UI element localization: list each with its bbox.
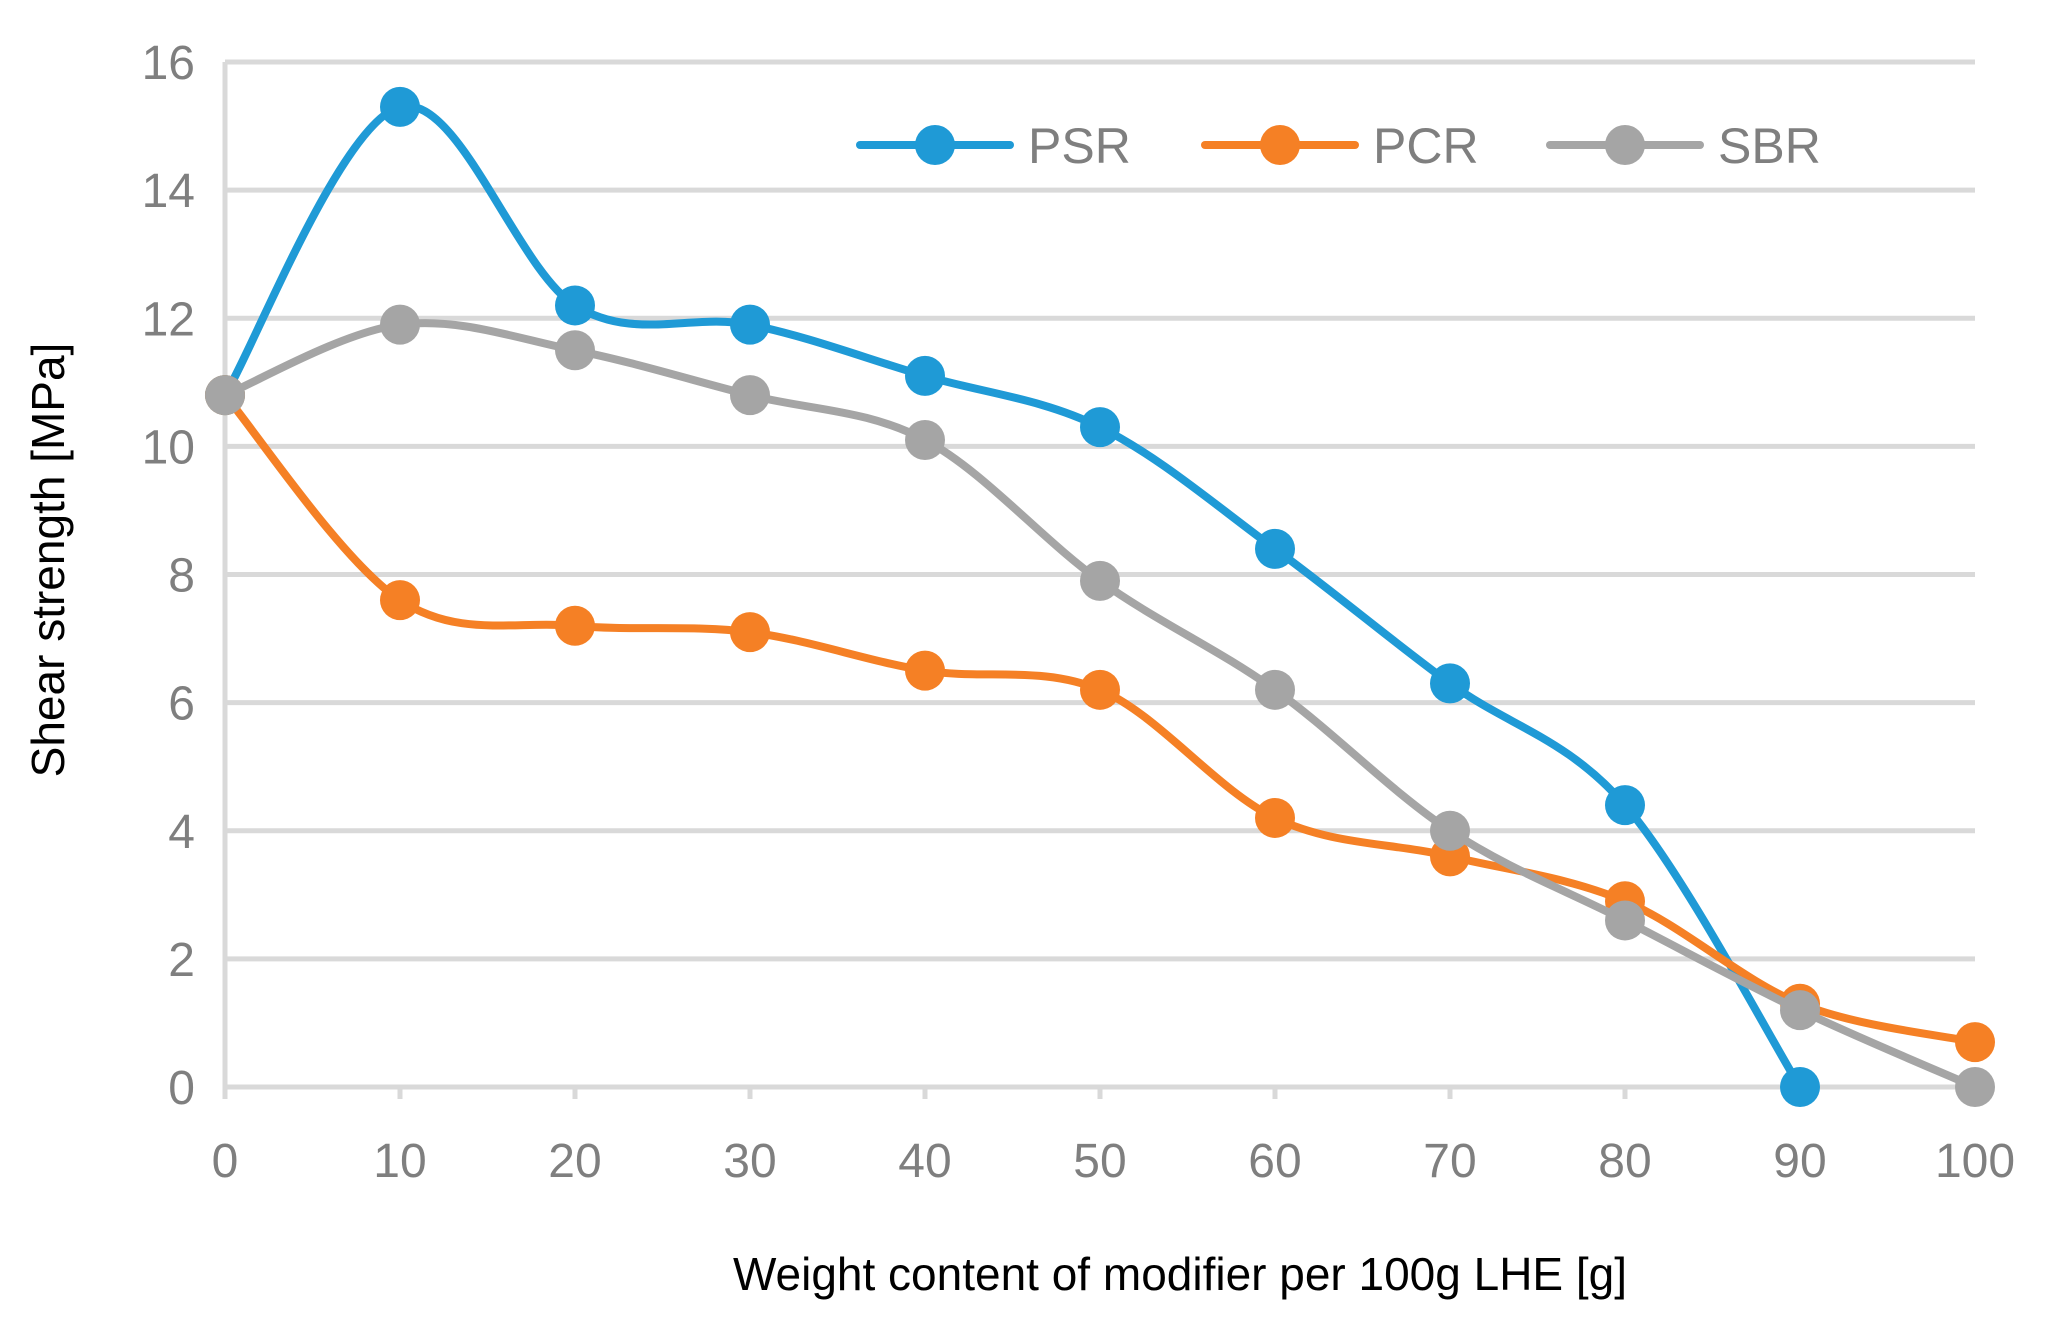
x-tick-label: 10: [373, 1135, 426, 1188]
y-tick-label: 6: [168, 678, 195, 731]
series-sbr: [205, 304, 1995, 1107]
y-tick-label: 10: [142, 421, 195, 474]
data-point-pcr-40: [905, 650, 945, 691]
data-point-pcr-50: [1080, 669, 1120, 710]
data-point-psr-50: [1080, 407, 1120, 448]
x-tick-label: 90: [1773, 1135, 1826, 1188]
x-tick-label: 20: [548, 1135, 601, 1188]
data-point-pcr-100: [1955, 1022, 1995, 1063]
legend-label: PSR: [1028, 118, 1131, 174]
series-line-pcr: [221, 391, 1979, 1047]
data-point-sbr-20: [555, 330, 595, 371]
x-tick-label: 80: [1598, 1135, 1651, 1188]
data-point-sbr-90: [1780, 990, 1820, 1031]
y-axis-title: Shear strength [MPa]: [22, 343, 74, 778]
legend-label: PCR: [1373, 118, 1479, 174]
x-tick-label: 50: [1073, 1135, 1126, 1188]
y-tick-label: 0: [168, 1062, 195, 1115]
series-psr: [205, 86, 1820, 1107]
data-point-sbr-100: [1955, 1067, 1995, 1107]
data-point-sbr-30: [730, 375, 770, 416]
data-series: [205, 86, 1995, 1107]
x-tick-label: 30: [723, 1135, 776, 1188]
data-point-sbr-40: [905, 419, 945, 460]
data-point-pcr-10: [380, 580, 420, 621]
data-point-pcr-60: [1255, 797, 1295, 838]
x-tick-label: 40: [898, 1135, 951, 1188]
data-point-psr-10: [380, 86, 420, 127]
x-axis-ticks: 0 10 20 30 40 50 60 70 80 90 100: [212, 1087, 2015, 1188]
legend: PSR PCR SBR: [856, 118, 1821, 174]
legend-item-psr: PSR: [856, 118, 1131, 174]
y-tick-label: 16: [142, 37, 195, 90]
legend-item-pcr: PCR: [1201, 118, 1479, 174]
data-point-pcr-30: [730, 612, 770, 653]
legend-swatch-marker: [1605, 125, 1645, 165]
legend-swatch-marker: [915, 125, 955, 165]
x-axis-title: Weight content of modifier per 100g LHE …: [733, 1248, 1627, 1300]
data-point-psr-20: [555, 285, 595, 326]
x-tick-label: 0: [212, 1135, 239, 1188]
y-tick-label: 2: [168, 934, 195, 987]
legend-label: SBR: [1718, 118, 1821, 174]
series-line-psr: [221, 102, 1804, 1091]
data-point-sbr-50: [1080, 560, 1120, 601]
x-tick-label: 100: [1935, 1135, 2015, 1188]
data-point-sbr-70: [1430, 810, 1470, 851]
data-point-sbr-80: [1605, 900, 1645, 941]
x-tick-label: 70: [1423, 1135, 1476, 1188]
data-point-psr-80: [1605, 785, 1645, 826]
data-point-psr-40: [905, 355, 945, 396]
data-point-psr-30: [730, 304, 770, 345]
data-point-psr-70: [1430, 663, 1470, 704]
data-point-psr-60: [1255, 528, 1295, 569]
y-tick-label: 4: [168, 806, 195, 859]
data-point-pcr-20: [555, 605, 595, 646]
y-tick-label: 14: [142, 165, 195, 218]
y-tick-label: 12: [142, 293, 195, 346]
y-tick-label: 8: [168, 550, 195, 603]
data-point-sbr-10: [380, 304, 420, 345]
data-point-sbr-0: [205, 375, 245, 416]
y-axis-ticks: 0 2 4 6 8 10 12 14 16: [142, 37, 195, 1115]
gridlines: [225, 59, 1975, 962]
data-point-psr-90: [1780, 1067, 1820, 1107]
legend-item-sbr: SBR: [1546, 118, 1821, 174]
x-tick-label: 60: [1248, 1135, 1301, 1188]
legend-swatch-marker: [1260, 125, 1300, 165]
data-point-sbr-60: [1255, 669, 1295, 710]
